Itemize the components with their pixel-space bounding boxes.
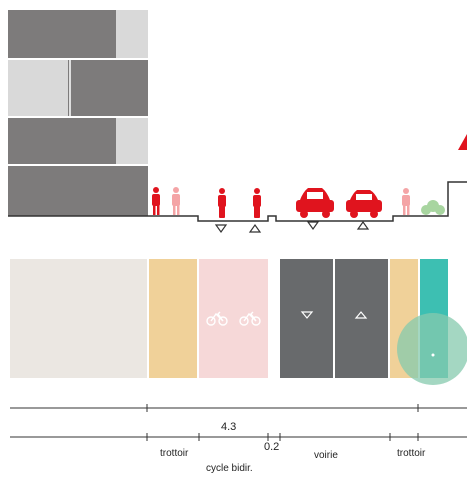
car-icon <box>296 188 334 218</box>
arrow-up-icon <box>356 220 370 230</box>
plan-beige-zone <box>10 259 147 378</box>
label-trottoir-left: trottoir <box>160 448 189 459</box>
arrow-up-icon <box>354 311 368 319</box>
arrow-down-icon <box>300 311 314 319</box>
pedestrian-icon <box>172 187 180 215</box>
pedestrian-icon <box>402 188 410 215</box>
building-facade <box>8 10 148 216</box>
plan-road-lane-1 <box>280 259 333 378</box>
bicycle-icon <box>239 311 261 326</box>
car-icon <box>346 190 382 218</box>
ground-profile <box>8 181 467 222</box>
plan-sidewalk-left <box>149 259 197 378</box>
dimension-lines <box>10 404 467 441</box>
label-voirie: voirie <box>314 450 338 461</box>
tree-canopy-circle <box>397 313 467 385</box>
label-trottoir-right: trottoir <box>397 448 426 459</box>
dimension-small-value: 0.2 <box>264 441 280 453</box>
tree-trunk-dot <box>431 353 435 357</box>
cyclist-icon <box>253 188 261 218</box>
tree-icon <box>421 200 445 215</box>
pedestrian-icon <box>152 187 160 215</box>
dimension-main-value: 4.3 <box>221 421 237 433</box>
label-cycle: cycle bidir. <box>206 463 253 474</box>
plan-overlay <box>206 311 467 385</box>
arrow-down-icon <box>214 224 228 234</box>
arrow-up-icon <box>248 223 262 233</box>
red-marker-icon <box>458 134 467 150</box>
arrow-down-icon <box>306 221 320 231</box>
plan-cycle-lane <box>199 259 268 378</box>
cyclist-icon <box>218 188 226 218</box>
street-elevation <box>8 10 467 234</box>
bicycle-icon <box>206 311 228 326</box>
